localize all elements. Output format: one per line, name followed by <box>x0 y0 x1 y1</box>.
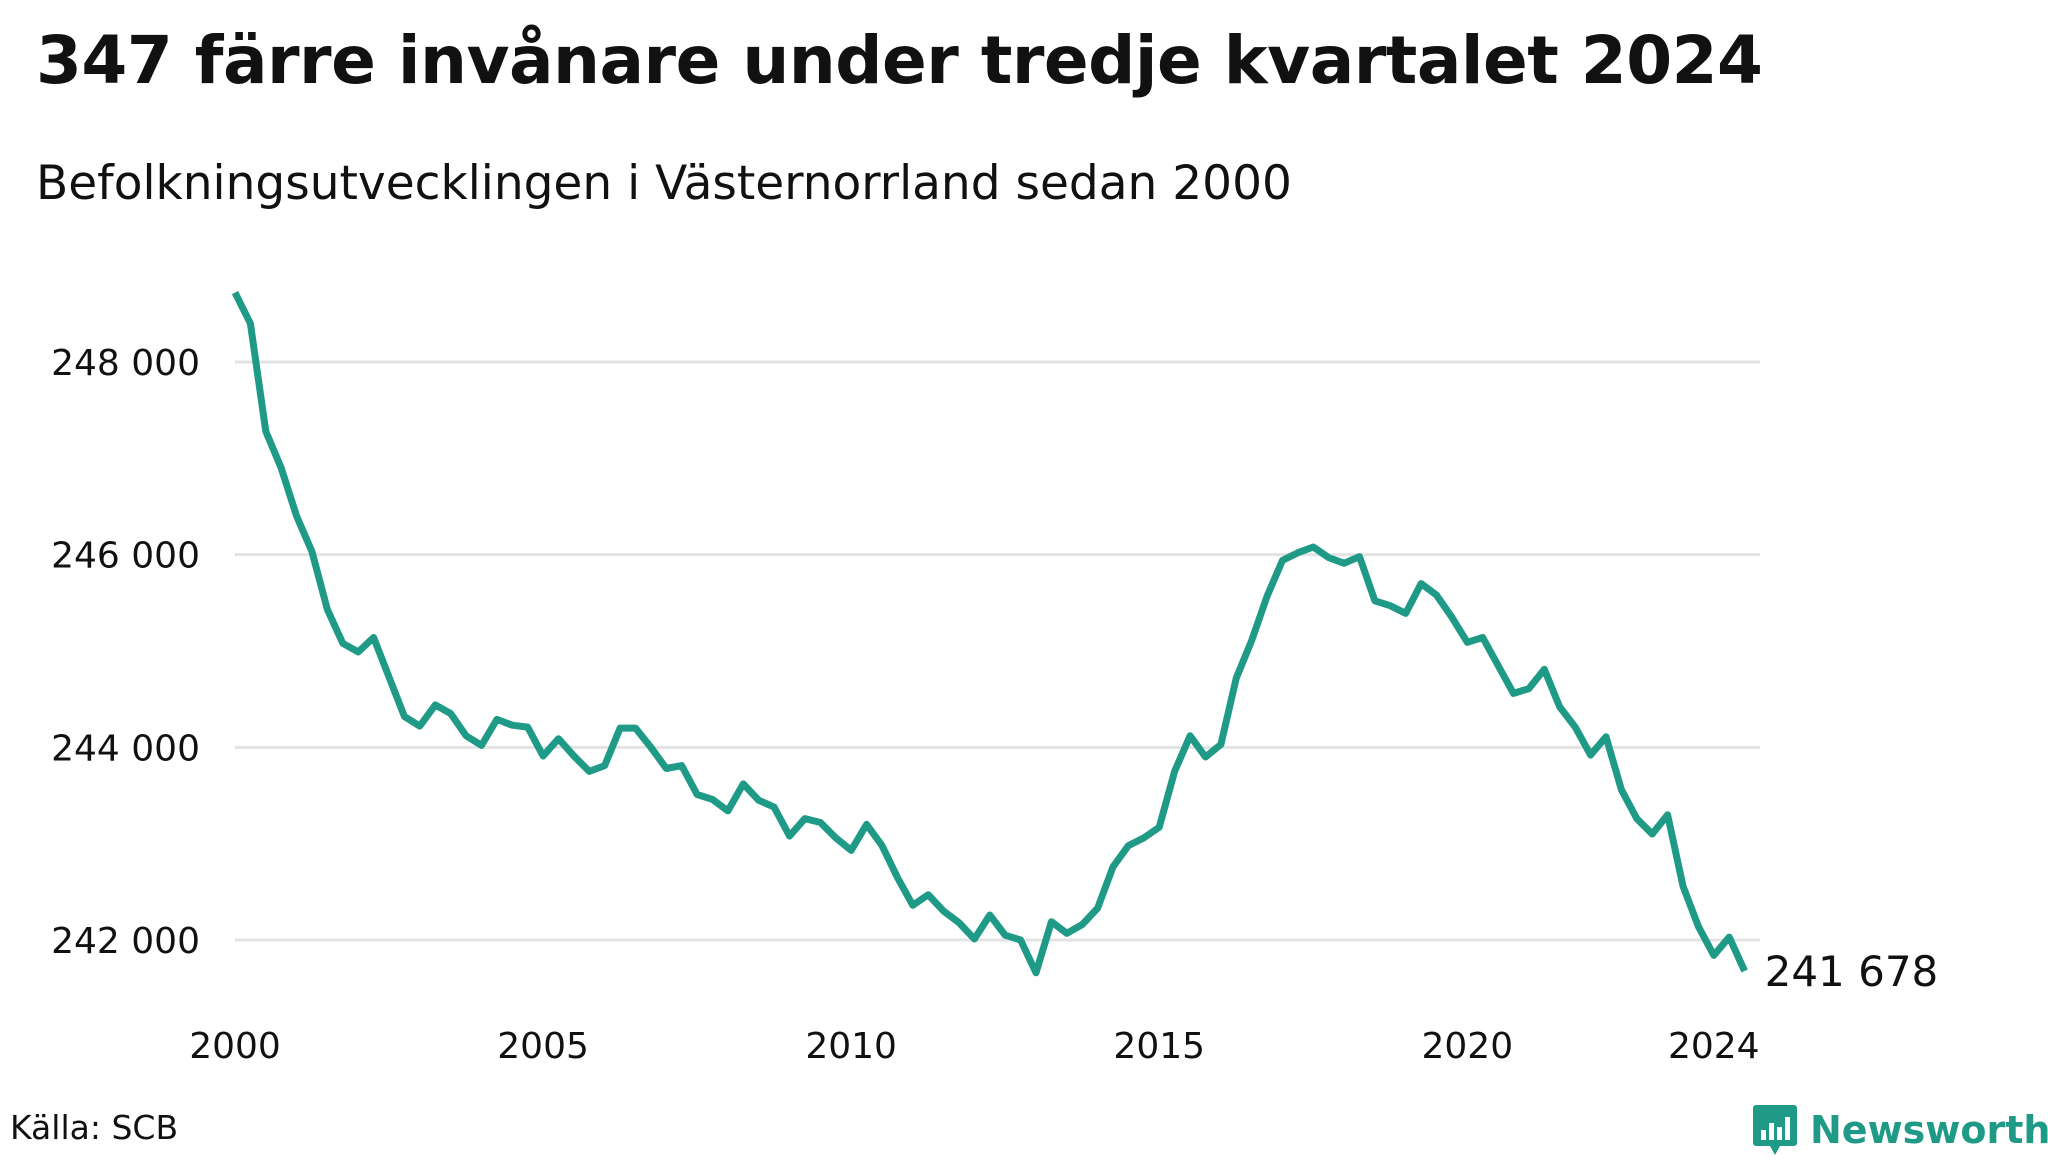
x-tick-label: 2020 <box>1422 1026 1514 1067</box>
y-tick-label: 244 000 <box>51 728 200 769</box>
x-axis-tick-labels: 2000 2005 2010 2015 2020 2024 <box>189 1026 1759 1067</box>
end-value-label: 241 678 <box>1765 947 1939 996</box>
x-tick-label: 2005 <box>497 1026 589 1067</box>
line-chart: 242 000 244 000 246 000 248 000 2000 2005 201… <box>51 291 1939 1067</box>
page-title: 347 färre invånare under tredje kvartale… <box>36 22 1763 99</box>
x-tick-label: 2015 <box>1113 1026 1205 1067</box>
brand-logo[interactable]: Newsworthy <box>1752 1100 2048 1160</box>
newsworthy-logo-icon <box>1753 1105 1797 1155</box>
source-note: Källa: SCB <box>10 1108 179 1147</box>
x-tick-label: 2024 <box>1668 1026 1760 1067</box>
population-series-line <box>231 291 1748 977</box>
y-axis-tick-labels: 242 000 244 000 246 000 248 000 <box>51 343 200 962</box>
page-subtitle: Befolkningsutvecklingen i Västernorrland… <box>36 156 1292 211</box>
y-tick-label: 242 000 <box>51 921 200 962</box>
y-tick-label: 248 000 <box>51 343 200 384</box>
brand-name: Newsworthy <box>1810 1108 2048 1152</box>
y-tick-label: 246 000 <box>51 536 200 577</box>
gridlines <box>235 360 1760 942</box>
x-tick-label: 2010 <box>805 1026 897 1067</box>
x-tick-label: 2000 <box>189 1026 281 1067</box>
